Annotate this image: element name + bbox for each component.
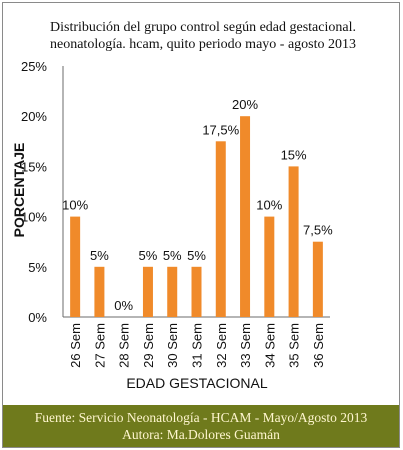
data-label: 7,5%	[303, 223, 333, 238]
bar	[312, 241, 323, 317]
x-tick-label: 33 Sem	[238, 323, 253, 368]
y-tick-label: 20%	[21, 109, 47, 124]
y-tick-label: 0%	[28, 310, 47, 325]
chart-frame: Distribución del grupo control según eda…	[2, 2, 400, 448]
x-tick-label: 35 Sem	[287, 323, 302, 368]
y-tick-label: 5%	[28, 260, 47, 275]
bar	[142, 266, 153, 317]
bars-group	[70, 116, 323, 317]
x-tick-label: 28 Sem	[117, 323, 132, 368]
x-tick-label: 30 Sem	[165, 323, 180, 368]
x-tick-label: 36 Sem	[311, 323, 326, 368]
x-tick-label: 32 Sem	[214, 323, 229, 368]
bar	[94, 266, 105, 317]
data-label: 5%	[139, 248, 158, 263]
x-axis-label: EDAD GESTACIONAL	[126, 375, 268, 391]
data-label: 15%	[281, 147, 307, 162]
bar	[215, 141, 226, 317]
x-tick-label: 27 Sem	[92, 323, 107, 368]
data-label: 10%	[62, 198, 88, 213]
data-label: 5%	[90, 248, 109, 263]
bar	[167, 266, 178, 317]
data-label: 10%	[256, 198, 282, 213]
source-footer: Fuente: Servicio Neonatología - HCAM - M…	[3, 405, 399, 447]
data-label: 20%	[232, 97, 258, 112]
chart-title: Distribución del grupo control según eda…	[50, 20, 356, 52]
y-axis-label: PORCENTAJE	[11, 143, 27, 238]
y-tick-label: 15%	[21, 159, 47, 174]
footer-author-line: Autora: Ma.Dolores Guamán	[122, 427, 280, 442]
x-tick-label: 31 Sem	[190, 323, 205, 368]
data-label: 0%	[114, 298, 133, 313]
x-tick-label: 34 Sem	[262, 323, 277, 368]
data-label: 5%	[187, 248, 206, 263]
bar	[288, 166, 299, 317]
bar	[240, 116, 251, 317]
y-tick-labels: 0% 5% 10% 15% 20% 25%	[21, 59, 47, 325]
y-tick-label: 10%	[21, 210, 47, 225]
data-label: 5%	[163, 248, 182, 263]
x-tick-label: 26 Sem	[68, 323, 83, 368]
bar	[191, 266, 202, 317]
y-tick-label: 25%	[21, 59, 47, 74]
bar	[264, 216, 275, 317]
bar	[70, 216, 81, 317]
x-tick-labels: 26 Sem 27 Sem 28 Sem 29 Sem 30 Sem 31 Sem 32 S…	[68, 323, 326, 368]
data-label: 17,5%	[202, 122, 239, 137]
footer-source-line: Fuente: Servicio Neonatología - HCAM - M…	[34, 410, 368, 425]
data-labels-group: 10% 5% 0% 5% 5% 5% 17,5% 20% 10% 15% 7,5%	[62, 97, 333, 313]
x-tick-label: 29 Sem	[141, 323, 156, 368]
